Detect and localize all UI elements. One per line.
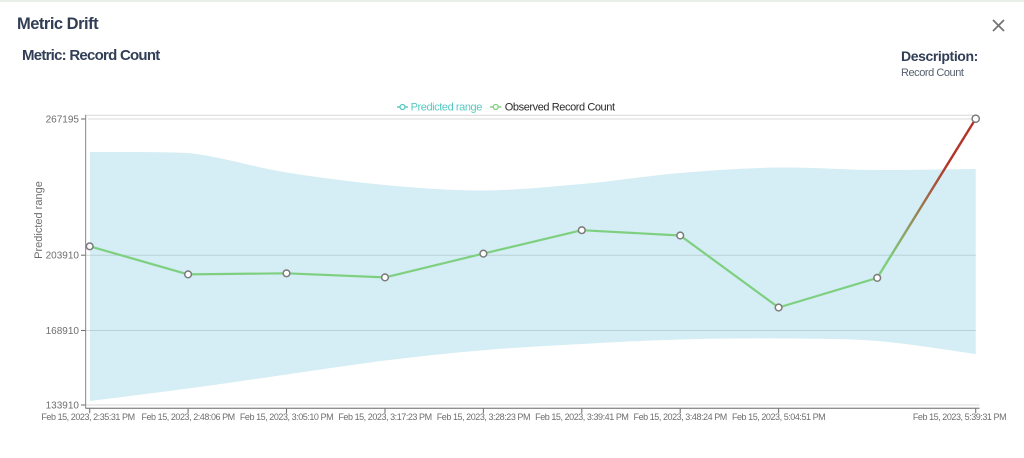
svg-text:Feb 15, 2023, 3:17:23 PM: Feb 15, 2023, 3:17:23 PM: [338, 412, 431, 422]
svg-text:Feb 15, 2023, 5:39:31 PM: Feb 15, 2023, 5:39:31 PM: [913, 412, 1006, 422]
svg-text:Feb 15, 2023, 5:04:51 PM: Feb 15, 2023, 5:04:51 PM: [732, 412, 825, 422]
svg-text:203910: 203910: [46, 251, 80, 262]
svg-text:Feb 15, 2023, 2:35:31 PM: Feb 15, 2023, 2:35:31 PM: [41, 412, 134, 422]
svg-text:Feb 15, 2023, 2:48:06 PM: Feb 15, 2023, 2:48:06 PM: [141, 412, 234, 422]
svg-text:Observed Record Count: Observed Record Count: [505, 102, 615, 114]
svg-text:267195: 267195: [46, 115, 80, 126]
svg-text:Feb 15, 2023, 3:28:23 PM: Feb 15, 2023, 3:28:23 PM: [437, 412, 530, 422]
svg-text:168910: 168910: [46, 326, 80, 337]
svg-text:Feb 15, 2023, 3:05:10 PM: Feb 15, 2023, 3:05:10 PM: [240, 412, 333, 422]
svg-text:133910: 133910: [46, 401, 80, 412]
svg-text:Predicted range: Predicted range: [33, 181, 45, 259]
svg-text:Feb 15, 2023, 3:39:41 PM: Feb 15, 2023, 3:39:41 PM: [535, 412, 628, 422]
svg-text:Feb 15, 2023, 3:48:24 PM: Feb 15, 2023, 3:48:24 PM: [634, 412, 727, 422]
svg-text:Predicted range: Predicted range: [411, 102, 483, 114]
